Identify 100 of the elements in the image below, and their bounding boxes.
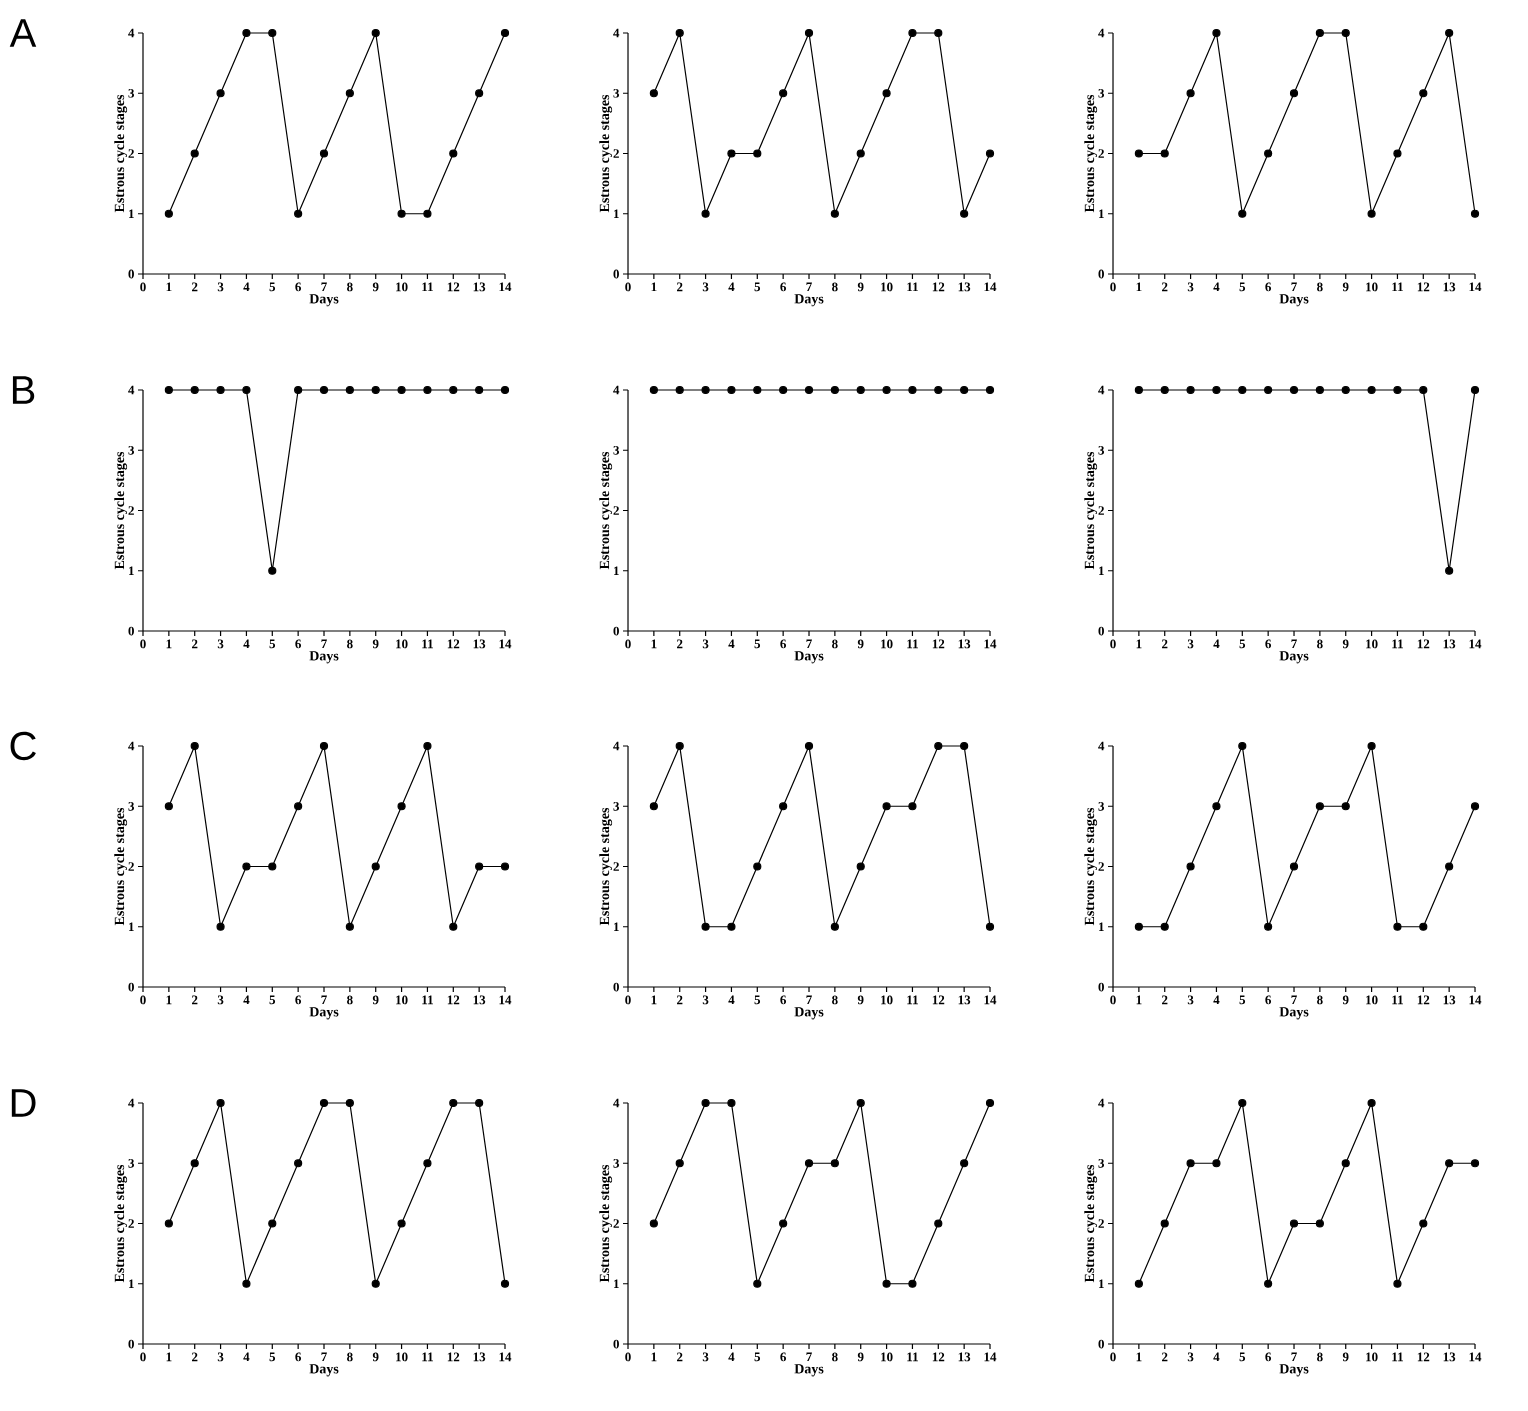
y-tick-label: 0 xyxy=(128,1339,134,1349)
x-tick-label: 1 xyxy=(166,995,172,1005)
x-tick-label: 5 xyxy=(269,1352,276,1362)
x-tick-label: 14 xyxy=(1469,282,1482,292)
x-tick-label: 13 xyxy=(473,1352,486,1362)
point xyxy=(1419,1219,1428,1228)
x-tick-label: 12 xyxy=(1417,1352,1430,1362)
x-tick-label: 0 xyxy=(140,995,146,1005)
point xyxy=(856,149,865,158)
point xyxy=(345,1098,354,1108)
y-tick-label: 1 xyxy=(1099,209,1104,219)
y-tick-label: 1 xyxy=(614,566,619,576)
point xyxy=(1212,28,1221,38)
y-tick-label: 2 xyxy=(1098,506,1104,515)
x-tick-label: 10 xyxy=(396,1352,408,1362)
x-tick-label: 1 xyxy=(1136,639,1142,649)
point xyxy=(985,149,995,158)
y-tick-label: 4 xyxy=(613,1098,620,1108)
point xyxy=(371,862,380,871)
x-tick-label: 0 xyxy=(1110,639,1116,649)
x-tick-label: 11 xyxy=(1392,639,1403,649)
y-tick-label: 2 xyxy=(1098,1219,1104,1228)
x-tick-label: 13 xyxy=(1443,282,1456,292)
x-tick-label: 6 xyxy=(295,639,302,649)
x-tick-label: 14 xyxy=(984,1352,997,1362)
y-tick-label: 0 xyxy=(613,1339,619,1349)
x-tick-label: 6 xyxy=(295,282,302,292)
point xyxy=(960,1159,969,1168)
x-tick-label: 11 xyxy=(907,995,918,1005)
y-axis-title: Estrous cycle stages xyxy=(114,451,128,570)
y-tick-label: 2 xyxy=(128,862,134,871)
x-tick-label: 12 xyxy=(447,1352,460,1362)
x-tick-label: 9 xyxy=(372,1352,379,1362)
x-tick-label: 2 xyxy=(192,1352,198,1362)
x-tick-label: 7 xyxy=(321,282,327,292)
x-tick-label: 12 xyxy=(1417,639,1430,649)
x-tick-label: 5 xyxy=(269,282,276,292)
y-tick-label: 1 xyxy=(1099,1279,1104,1289)
x-tick-label: 13 xyxy=(958,1352,971,1362)
x-tick-label: 3 xyxy=(702,282,709,292)
point xyxy=(242,862,251,871)
point xyxy=(423,1159,432,1168)
point xyxy=(1367,1098,1376,1108)
x-tick-label: 11 xyxy=(1392,1352,1403,1362)
x-tick-label: 4 xyxy=(728,639,735,649)
x-axis-title: Days xyxy=(794,294,824,307)
point xyxy=(1419,922,1428,931)
x-tick-label: 3 xyxy=(702,1352,709,1362)
point xyxy=(1341,28,1350,38)
chart-title: C xyxy=(10,731,36,761)
point xyxy=(294,802,303,811)
x-tick-label: 11 xyxy=(907,282,918,292)
x-tick-label: 1 xyxy=(1136,995,1142,1005)
x-tick-label: 2 xyxy=(677,995,683,1005)
x-tick-label: 8 xyxy=(347,1352,353,1362)
x-tick-label: 12 xyxy=(447,639,460,649)
x-tick-label: 0 xyxy=(625,995,631,1005)
x-tick-label: 12 xyxy=(447,282,460,292)
x-tick-label: 4 xyxy=(243,282,250,292)
y-tick-label: 3 xyxy=(613,445,620,455)
x-tick-label: 8 xyxy=(1317,1352,1323,1362)
point xyxy=(216,1098,225,1108)
x-tick-label: 7 xyxy=(1291,1352,1297,1362)
x-tick-label: 3 xyxy=(1187,282,1194,292)
x-tick-label: 10 xyxy=(881,282,893,292)
x-tick-label: 9 xyxy=(1342,995,1349,1005)
x-tick-label: 0 xyxy=(1110,995,1116,1005)
x-tick-label: 3 xyxy=(1187,639,1194,649)
y-tick-label: 1 xyxy=(1099,566,1104,576)
x-tick-label: 5 xyxy=(1239,1352,1246,1362)
x-tick-label: 14 xyxy=(984,639,997,649)
point xyxy=(190,1159,199,1168)
point xyxy=(449,922,458,931)
y-tick-label: 3 xyxy=(613,1158,620,1168)
point xyxy=(856,862,865,871)
chart-title: B xyxy=(12,376,35,404)
x-tick-label: 10 xyxy=(396,639,408,649)
point xyxy=(701,1098,710,1108)
y-tick-label: 4 xyxy=(128,385,135,395)
x-tick-label: 4 xyxy=(243,995,250,1005)
point xyxy=(294,209,303,218)
point xyxy=(753,1279,762,1288)
point xyxy=(649,802,658,811)
y-tick-label: 4 xyxy=(613,741,620,751)
x-tick-label: 11 xyxy=(907,639,918,649)
y-tick-label: 0 xyxy=(613,269,619,279)
point xyxy=(1264,149,1273,158)
point xyxy=(649,1219,658,1228)
y-tick-label: 2 xyxy=(128,1219,134,1228)
y-tick-label: 0 xyxy=(1098,626,1104,636)
x-tick-label: 2 xyxy=(677,1352,683,1362)
x-tick-label: 6 xyxy=(1265,639,1272,649)
y-axis-title: Estrous cycle stages xyxy=(599,807,613,926)
point xyxy=(1445,862,1454,871)
point xyxy=(423,209,432,218)
point xyxy=(701,922,710,931)
x-tick-label: 10 xyxy=(1366,995,1378,1005)
x-axis-title: Days xyxy=(794,651,824,664)
point xyxy=(475,89,484,98)
y-tick-label: 4 xyxy=(1098,741,1105,751)
